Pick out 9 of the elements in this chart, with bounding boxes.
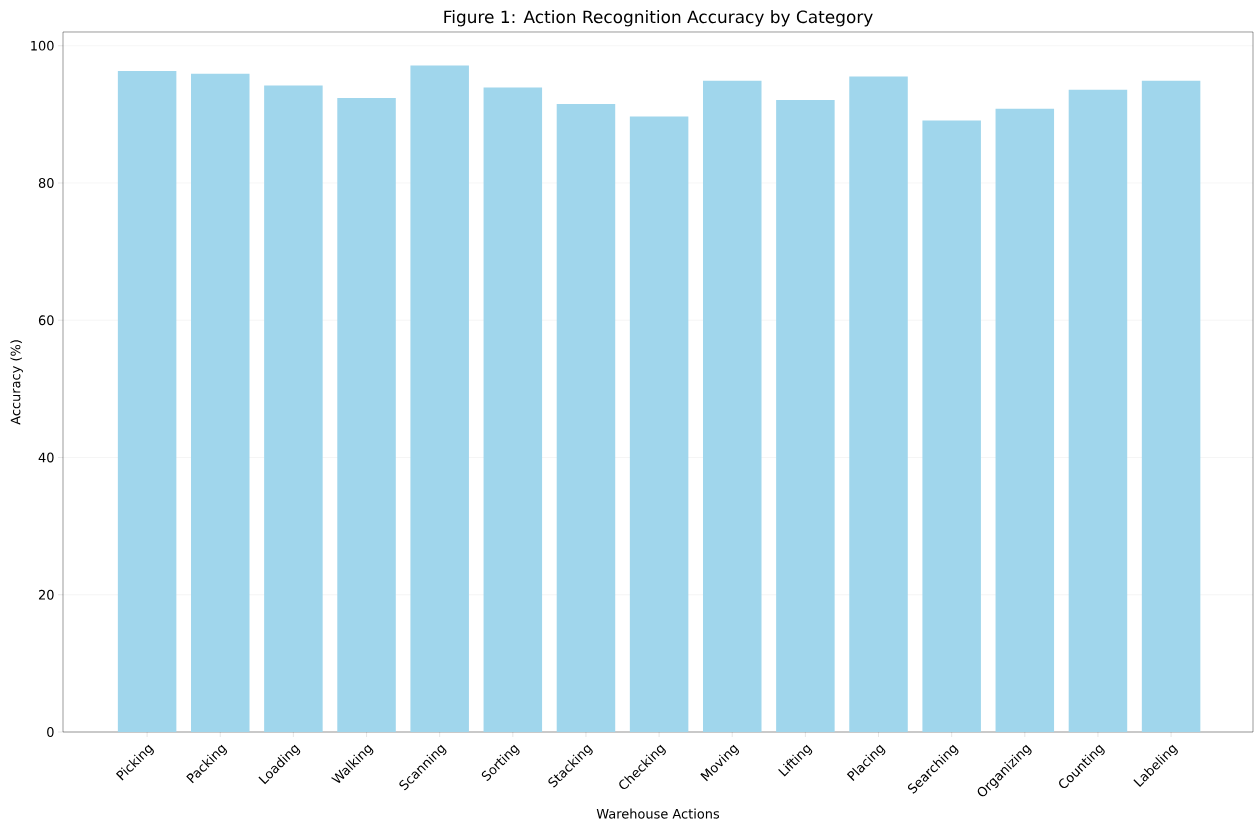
chart-title: Figure 1: Action Recognition Accuracy by Category xyxy=(444,10,873,27)
y-tick-label: 40 xyxy=(38,452,54,463)
y-tick-label: 0 xyxy=(47,727,54,737)
y-tick-label: 60 xyxy=(38,315,54,326)
y-tick-label: 20 xyxy=(38,589,54,600)
y-axis-title: Accuracy (%) xyxy=(10,340,23,425)
x-axis-title: Warehouse Actions xyxy=(596,808,720,819)
y-tick-label: 100 xyxy=(31,40,54,51)
y-tick-label: 80 xyxy=(38,178,54,188)
